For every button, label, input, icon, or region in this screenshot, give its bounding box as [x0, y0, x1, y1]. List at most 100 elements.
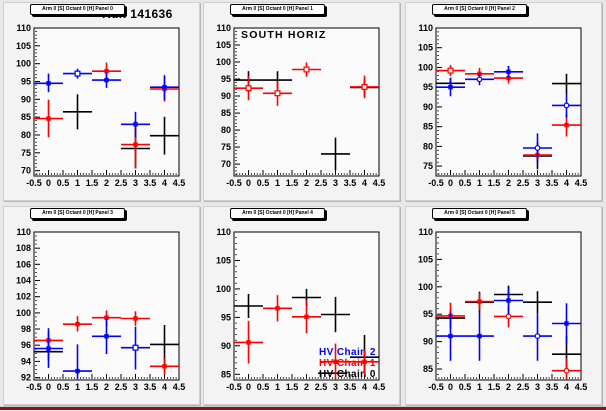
svg-text:4.5: 4.5: [575, 382, 588, 392]
svg-text:70: 70: [221, 159, 231, 169]
svg-text:1.5: 1.5: [86, 382, 99, 392]
svg-text:-0.5: -0.5: [26, 382, 42, 392]
svg-text:4: 4: [162, 382, 167, 392]
svg-text:1: 1: [477, 178, 482, 188]
pad-panel-1: -0.5 0 0.5 1 1.5 2 2.5 3 3.5 4 4.5 70 75 80 85 90 95 100 1…: [203, 2, 400, 201]
svg-text:4: 4: [564, 178, 569, 188]
panel-plot-svg: -0.5 0 0.5 1 1.5 2 2.5 3 3.5 4 4.5 75 80 85 90 95 100 105…: [418, 23, 588, 188]
svg-text:95: 95: [21, 77, 31, 87]
panel-plot-svg: -0.5 0 0.5 1 1.5 2 2.5 3 3.5 4 4.5 70 75 80 85 90 95 100 1…: [216, 23, 386, 188]
svg-text:100: 100: [16, 308, 31, 318]
plot-area: -0.5 0 0.5 1 1.5 2 2.5 3 3.5 4 4.5 70 75 80 85 90 95 100 1…: [4, 3, 201, 202]
svg-text:3: 3: [535, 382, 540, 392]
svg-text:105: 105: [418, 43, 433, 53]
svg-text:85: 85: [423, 122, 433, 132]
svg-text:0.5: 0.5: [57, 178, 70, 188]
svg-text:3.5: 3.5: [546, 382, 559, 392]
svg-text:1: 1: [75, 178, 80, 188]
svg-text:2.5: 2.5: [517, 382, 530, 392]
svg-text:70: 70: [21, 166, 31, 176]
svg-text:80: 80: [221, 125, 231, 135]
window-edge-line: [0, 406, 606, 407]
svg-text:95: 95: [423, 309, 433, 319]
svg-text:100: 100: [216, 57, 231, 67]
svg-text:95: 95: [423, 82, 433, 92]
pad-title-tab: Arm 0 [S] Octant 0 [H] Panel 5: [432, 208, 527, 219]
svg-text:0: 0: [246, 178, 251, 188]
svg-text:105: 105: [216, 256, 231, 266]
svg-text:HV Chain 1: HV Chain 1: [319, 358, 376, 369]
svg-text:110: 110: [216, 227, 231, 237]
svg-text:4.5: 4.5: [373, 382, 386, 392]
svg-text:105: 105: [16, 41, 31, 51]
svg-text:0: 0: [246, 382, 251, 392]
svg-text:2.5: 2.5: [517, 178, 530, 188]
plot-area: -0.5 0 0.5 1 1.5 2 2.5 3 3.5 4 4.5 92 94 96 98 100 102 10…: [4, 207, 201, 406]
svg-text:90: 90: [221, 91, 231, 101]
svg-text:2: 2: [506, 178, 511, 188]
svg-text:100: 100: [418, 282, 433, 292]
pad-title-tab: Arm 0 [S] Octant 0 [H] Panel 3: [30, 208, 125, 219]
pad-panel-4: -0.5 0 0.5 1 1.5 2 2.5 3 3.5 4 4.5 85 90 95 100 105 110 H…: [203, 206, 400, 405]
svg-text:-0.5: -0.5: [226, 382, 242, 392]
svg-text:110: 110: [216, 23, 231, 33]
plot-area: -0.5 0 0.5 1 1.5 2 2.5 3 3.5 4 4.5 85 90 95 100 105 110 H…: [204, 207, 401, 406]
svg-text:2: 2: [304, 382, 309, 392]
svg-text:85: 85: [221, 369, 231, 379]
svg-text:4.5: 4.5: [575, 178, 588, 188]
svg-text:4.5: 4.5: [373, 178, 386, 188]
svg-text:95: 95: [221, 312, 231, 322]
svg-text:110: 110: [16, 23, 31, 33]
svg-text:75: 75: [21, 148, 31, 158]
svg-text:2: 2: [304, 178, 309, 188]
svg-text:1.5: 1.5: [488, 382, 501, 392]
svg-text:1: 1: [275, 178, 280, 188]
svg-text:4: 4: [362, 382, 367, 392]
svg-text:0: 0: [448, 382, 453, 392]
svg-text:95: 95: [221, 74, 231, 84]
svg-text:110: 110: [418, 23, 433, 33]
svg-text:0.5: 0.5: [459, 178, 472, 188]
svg-text:1.5: 1.5: [488, 178, 501, 188]
svg-text:3: 3: [333, 178, 338, 188]
svg-text:0: 0: [46, 178, 51, 188]
panel-plot-svg: -0.5 0 0.5 1 1.5 2 2.5 3 3.5 4 4.5 85 90 95 100 105 110: [418, 227, 588, 392]
svg-text:90: 90: [423, 337, 433, 347]
svg-text:92: 92: [21, 373, 31, 383]
pad-panel-0: -0.5 0 0.5 1 1.5 2 2.5 3 3.5 4 4.5 70 75 80 85 90 95 100 1…: [3, 2, 200, 201]
svg-text:106: 106: [16, 259, 31, 269]
svg-text:3: 3: [133, 382, 138, 392]
svg-text:85: 85: [423, 364, 433, 374]
svg-text:-0.5: -0.5: [26, 178, 42, 188]
svg-text:0.5: 0.5: [57, 382, 70, 392]
svg-text:4.5: 4.5: [173, 382, 186, 392]
svg-text:2.5: 2.5: [115, 382, 128, 392]
svg-text:80: 80: [423, 141, 433, 151]
svg-text:4: 4: [564, 382, 569, 392]
svg-text:90: 90: [21, 94, 31, 104]
svg-text:94: 94: [21, 356, 31, 366]
svg-text:100: 100: [216, 284, 231, 294]
svg-text:4: 4: [362, 178, 367, 188]
svg-text:75: 75: [221, 142, 231, 152]
svg-text:0: 0: [448, 178, 453, 188]
svg-text:75: 75: [423, 161, 433, 171]
svg-text:2.5: 2.5: [315, 382, 328, 392]
svg-text:4: 4: [162, 178, 167, 188]
svg-text:90: 90: [221, 341, 231, 351]
svg-text:3.5: 3.5: [344, 382, 357, 392]
svg-text:2: 2: [104, 382, 109, 392]
svg-text:-0.5: -0.5: [428, 382, 444, 392]
svg-text:-0.5: -0.5: [226, 178, 242, 188]
svg-text:0.5: 0.5: [459, 382, 472, 392]
svg-text:1.5: 1.5: [286, 382, 299, 392]
svg-text:1: 1: [477, 382, 482, 392]
svg-text:0.5: 0.5: [257, 382, 270, 392]
svg-text:90: 90: [423, 102, 433, 112]
svg-text:0: 0: [46, 382, 51, 392]
svg-text:100: 100: [418, 63, 433, 73]
svg-text:80: 80: [21, 130, 31, 140]
svg-text:3: 3: [133, 178, 138, 188]
window-bottom-edge: [0, 407, 606, 410]
